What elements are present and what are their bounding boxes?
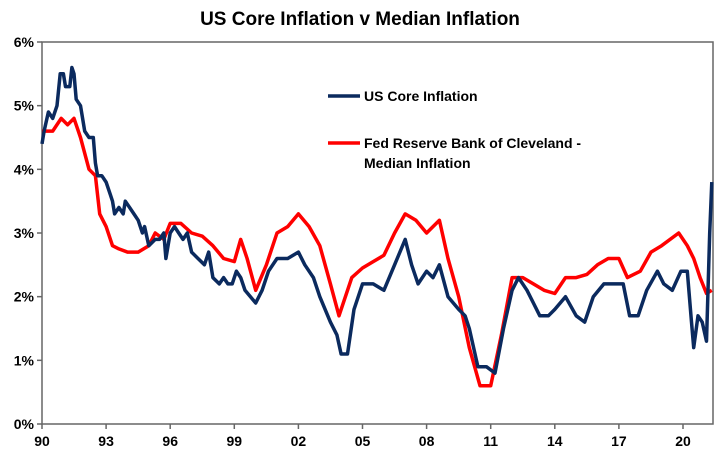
legend: US Core Inflation Fed Reserve Bank of Cl… [328,88,581,171]
x-tick-label: 90 [34,433,50,449]
y-tick-label: 2% [14,289,35,305]
y-tick-label: 6% [14,34,35,50]
x-tick-label: 08 [419,433,435,449]
x-tick-label: 93 [98,433,114,449]
x-tick-label: 02 [291,433,307,449]
y-tick-label: 4% [14,161,35,177]
legend-label-core: US Core Inflation [364,88,478,104]
y-tick-label: 0% [14,416,35,432]
x-tick-label: 17 [611,433,627,449]
series-line-median-inflation [42,116,713,388]
series-line-core-inflation [40,65,714,375]
y-tick-label: 1% [14,352,35,368]
x-tick-label: 96 [162,433,178,449]
x-tick-label: 11 [483,433,498,449]
legend-label-median-2: Median Inflation [364,155,471,171]
x-tick-label: 20 [675,433,691,449]
y-tick-label: 5% [14,98,35,114]
x-tick-label: 14 [547,433,563,449]
chart-title: US Core Inflation v Median Inflation [200,9,520,30]
y-tick-label: 3% [14,225,35,241]
x-tick-label: 05 [355,433,371,449]
legend-label-median-1: Fed Reserve Bank of Cleveland - [364,135,581,151]
x-tick-label: 99 [227,433,243,449]
